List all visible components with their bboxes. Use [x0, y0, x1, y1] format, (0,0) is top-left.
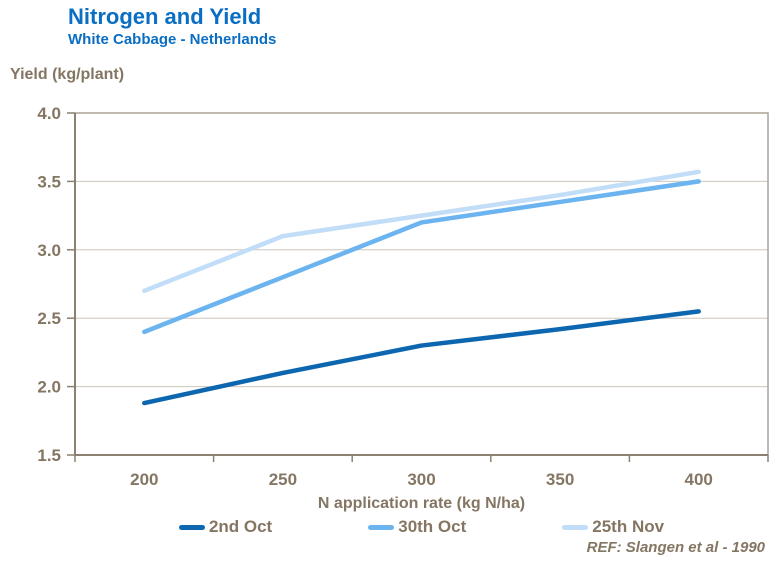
- y-tick-label: 3.0: [37, 241, 61, 260]
- reference-text: REF: Slangen et al - 1990: [586, 539, 765, 556]
- x-tick-label: 400: [685, 470, 713, 489]
- y-axis-title: Yield (kg/plant): [10, 66, 125, 83]
- page-subtitle: White Cabbage - Netherlands: [68, 31, 277, 48]
- y-tick-label: 2.0: [37, 378, 61, 397]
- legend-label: 2nd Oct: [208, 517, 273, 536]
- page-title: Nitrogen and Yield: [68, 4, 262, 29]
- series-line-30th-oct: [142, 179, 701, 335]
- x-tick-label: 300: [407, 470, 435, 489]
- y-tick-label: 4.0: [37, 104, 61, 123]
- y-tick-label: 1.5: [37, 446, 61, 465]
- series-line-icon: [368, 524, 395, 530]
- y-tick-label: 3.5: [37, 172, 61, 191]
- chart-legend: 2nd Oct 30th Oct 25th Nov: [75, 517, 768, 537]
- x-tick-label: 200: [130, 470, 158, 489]
- series-line-icon: [178, 524, 205, 530]
- x-tick-label: 350: [546, 470, 574, 489]
- y-tick-label: 2.5: [37, 309, 61, 328]
- series-line-25th-nov: [142, 169, 701, 294]
- plot-border: [74, 112, 769, 456]
- legend-label: 25th Nov: [592, 517, 665, 536]
- legend-item-30th-oct: 30th Oct: [368, 517, 466, 537]
- legend-item-25th-nov: 25th Nov: [562, 517, 664, 537]
- series-line-icon: [562, 524, 589, 530]
- series-line-2nd-oct: [142, 309, 701, 406]
- legend-item-2nd-oct: 2nd Oct: [178, 517, 273, 537]
- x-tick-label: 250: [269, 470, 297, 489]
- x-axis-title: N application rate (kg N/ha): [317, 495, 526, 512]
- legend-label: 30th Oct: [398, 517, 467, 536]
